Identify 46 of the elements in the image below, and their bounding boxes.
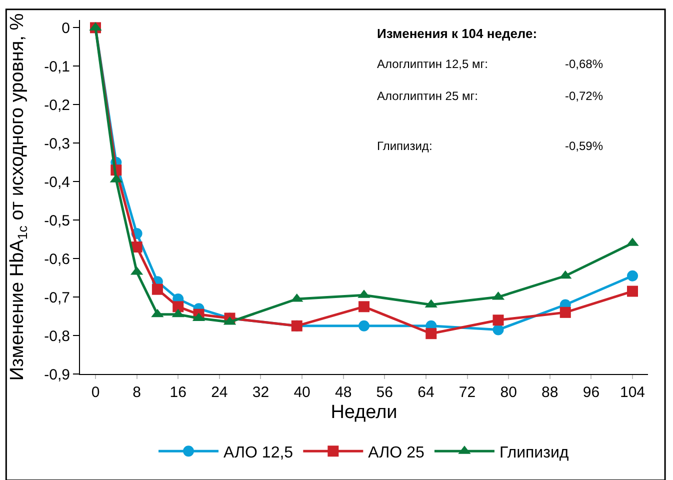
annotation: -0,72% bbox=[565, 89, 604, 103]
x-tick-label: 16 bbox=[170, 384, 186, 401]
annotation: -0,68% bbox=[565, 57, 604, 71]
x-tick-label: 48 bbox=[335, 384, 352, 401]
y-tick-label: -0,1 bbox=[44, 58, 70, 76]
legend-label: АЛО 12,5 bbox=[224, 444, 294, 462]
point bbox=[627, 286, 638, 297]
point bbox=[492, 324, 504, 336]
x-tick-label: 104 bbox=[620, 384, 646, 401]
point bbox=[627, 270, 638, 282]
annotation: Алоглиптин 25 мг: bbox=[377, 89, 478, 103]
point bbox=[426, 328, 437, 340]
point bbox=[358, 320, 370, 332]
point bbox=[358, 301, 370, 312]
y-tick-label: -0,4 bbox=[44, 174, 70, 191]
point bbox=[131, 242, 142, 253]
x-tick-label: 32 bbox=[252, 384, 270, 401]
y-tick-label: -0,2 bbox=[44, 96, 70, 114]
y-tick-label: -0,8 bbox=[44, 328, 70, 345]
annotation: Изменения к 104 неделе: bbox=[377, 26, 538, 41]
point bbox=[492, 314, 504, 326]
point bbox=[172, 301, 184, 312]
y-tick-label: -0,9 bbox=[44, 366, 70, 384]
legend-label: АЛО 25 bbox=[368, 444, 424, 462]
point bbox=[560, 306, 571, 318]
y-tick-label: -0,3 bbox=[44, 135, 70, 152]
x-axis-title: Недели bbox=[330, 402, 398, 423]
legend-label: Глипизид bbox=[499, 444, 570, 462]
y-tick-label: -0,6 bbox=[44, 250, 70, 268]
y-tick-label: 0 bbox=[62, 20, 70, 37]
annotation: Глипизид: bbox=[377, 139, 432, 153]
y-tick-label: -0,5 bbox=[44, 212, 70, 230]
x-tick-label: 0 bbox=[91, 384, 100, 401]
point bbox=[152, 284, 163, 295]
x-tick-label: 96 bbox=[582, 384, 600, 401]
x-tick-label: 8 bbox=[132, 384, 141, 401]
x-tick-label: 88 bbox=[542, 384, 558, 401]
x-tick-label: 56 bbox=[376, 384, 393, 401]
x-tick-label: 24 bbox=[211, 384, 228, 401]
x-tick-label: 40 bbox=[294, 384, 310, 401]
x-tick-label: 64 bbox=[418, 384, 434, 401]
y-tick-label: -0,7 bbox=[44, 289, 70, 306]
annotation: Алоглиптин 12,5 мг: bbox=[377, 57, 488, 71]
x-tick-label: 72 bbox=[458, 384, 476, 401]
x-tick-label: 80 bbox=[500, 384, 517, 401]
annotation: -0,59% bbox=[565, 139, 604, 153]
